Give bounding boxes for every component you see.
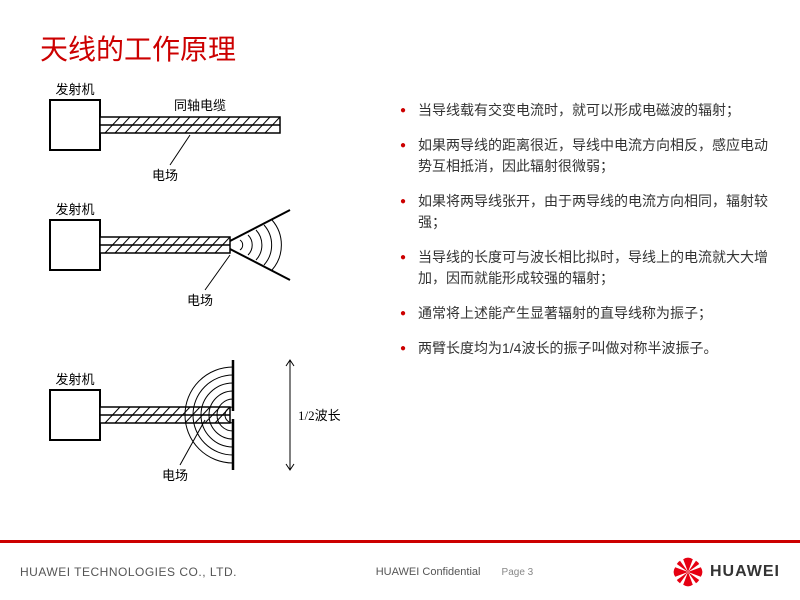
d3-wavelength-label: 1/2波长 — [298, 408, 341, 423]
bullet-6: 两臂长度均为1/4波长的振子叫做对称半波振子。 — [400, 338, 770, 359]
d1-coax-label: 同轴电缆 — [174, 98, 226, 113]
antenna-diagrams: 发射机 同轴电缆 电场 — [30, 80, 370, 510]
bullet-2: 如果两导线的距离很近，导线中电流方向相反，感应电动势互相抵消，因此辐射很微弱； — [400, 135, 770, 177]
footer-confidential: HUAWEI Confidential — [376, 566, 481, 578]
bullet-3: 如果将两导线张开，由于两导线的电流方向相同，辐射较强； — [400, 191, 770, 233]
diagram-1: 发射机 同轴电缆 电场 — [50, 82, 280, 183]
bullet-4: 当导线的长度可与波长相比拟时，导线上的电流就大大增加，因而就能形成较强的辐射； — [400, 247, 770, 289]
slide-title: 天线的工作原理 — [40, 28, 236, 68]
diagram-3: 发射机 — [50, 360, 341, 483]
huawei-logo-text: HUAWEI — [710, 563, 780, 581]
bullet-list: 当导线载有交变电流时，就可以形成电磁波的辐射； 如果两导线的距离很近，导线中电流… — [400, 100, 770, 373]
bullet-1: 当导线载有交变电流时，就可以形成电磁波的辐射； — [400, 100, 770, 121]
d3-transmitter-label: 发射机 — [55, 372, 94, 387]
d2-transmitter-label: 发射机 — [55, 202, 94, 217]
huawei-logo-icon — [672, 556, 704, 588]
d1-transmitter-label: 发射机 — [55, 82, 94, 97]
footer-page: Page 3 — [502, 567, 534, 578]
diagram-2: 发射机 — [50, 202, 290, 308]
bullet-5: 通常将上述能产生显著辐射的直导线称为振子； — [400, 303, 770, 324]
d2-field-label: 电场 — [187, 293, 213, 308]
huawei-logo: HUAWEI — [672, 556, 780, 588]
d3-field-label: 电场 — [162, 468, 188, 483]
d1-field-label: 电场 — [152, 168, 178, 183]
footer: HUAWEI TECHNOLOGIES CO., LTD. HUAWEI Con… — [0, 540, 800, 600]
diagram-area: 发射机 同轴电缆 电场 — [30, 80, 370, 515]
footer-company: HUAWEI TECHNOLOGIES CO., LTD. — [20, 565, 237, 579]
